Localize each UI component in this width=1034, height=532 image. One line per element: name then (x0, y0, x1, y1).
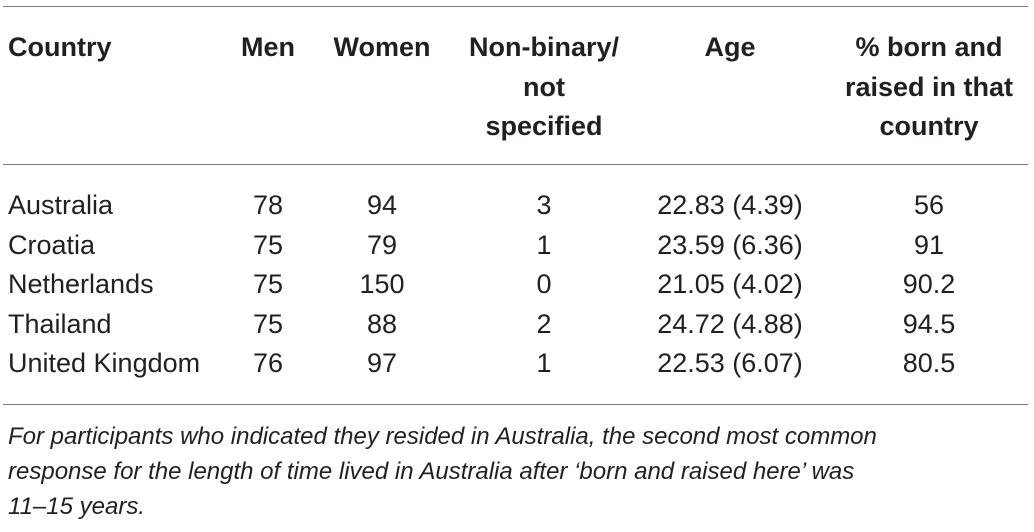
footnote-line-1: For participants who indicated they resi… (8, 423, 877, 450)
cell-men: 78 (252, 190, 284, 220)
cell-age: 22.83 (4.39) (657, 190, 803, 220)
cell-women: 97 (366, 348, 398, 378)
cell-age: 24.72 (4.88) (657, 308, 803, 339)
header-nonbinary-line-1: Non-binary/ (468, 32, 619, 62)
cell-women: 150 (359, 269, 405, 299)
cell-men: 75 (252, 229, 284, 260)
cell-country: Croatia (8, 229, 96, 260)
cell-country: Thailand (8, 308, 112, 339)
header-born-line-2: raised in that (844, 71, 1014, 102)
header-country: Country (8, 32, 112, 62)
cell-age: 21.05 (4.02) (657, 269, 803, 299)
header-nonbinary: Non-binary/ not specified (454, 28, 634, 147)
footnote-line-3: 11–15 years. (8, 493, 145, 520)
table-row: Netherlands 75 150 0 21.05 (4.02) 90.2 (0, 265, 1034, 305)
header-nonbinary-line-3: specified (485, 111, 603, 141)
table-row: Thailand 75 88 2 24.72 (4.88) 94.5 (0, 305, 1034, 345)
cell-nonbinary: 2 (536, 308, 552, 339)
header-nonbinary-line-2: not (523, 71, 565, 102)
header-age: Age (704, 32, 756, 62)
cell-nonbinary: 0 (536, 269, 552, 299)
cell-born: 91 (913, 229, 945, 260)
cell-country: Netherlands (8, 269, 154, 299)
cell-nonbinary: 1 (536, 348, 552, 378)
cell-women: 79 (366, 229, 398, 260)
table-row: Croatia 75 79 1 23.59 (6.36) 91 (0, 226, 1034, 266)
header-men: Men (241, 32, 295, 62)
header-born-line-1: % born and (855, 32, 1003, 62)
cell-country: United Kingdom (8, 348, 201, 378)
cell-men: 75 (252, 269, 284, 299)
table-row: Australia 78 94 3 22.83 (4.39) 56 (0, 186, 1034, 226)
cell-born: 56 (913, 190, 945, 220)
table-header-rule (3, 164, 1028, 165)
footnote-line-2: response for the length of time lived in… (8, 458, 855, 485)
cell-country: Australia (8, 190, 114, 220)
table-row: United Kingdom 76 97 1 22.53 (6.07) 80.5 (0, 344, 1034, 384)
table-body: Australia 78 94 3 22.83 (4.39) 56 Croati… (0, 186, 1034, 384)
cell-born: 90.2 (902, 269, 956, 299)
table-footnote: For participants who indicated they resi… (8, 419, 1018, 524)
cell-born: 94.5 (902, 308, 956, 339)
cell-born: 80.5 (902, 348, 956, 378)
cell-nonbinary: 3 (536, 190, 552, 220)
cell-nonbinary: 1 (536, 229, 552, 260)
cell-women: 88 (366, 308, 398, 339)
header-born-raised: % born and raised in that country (830, 28, 1028, 147)
cell-age: 23.59 (6.36) (657, 229, 803, 260)
cell-men: 75 (252, 308, 284, 339)
cell-women: 94 (366, 190, 398, 220)
header-women: Women (333, 32, 431, 62)
header-born-line-3: country (879, 111, 979, 141)
cell-men: 76 (252, 348, 284, 378)
cell-age: 22.53 (6.07) (657, 348, 803, 378)
table-bottom-rule (3, 404, 1028, 405)
table-top-rule (3, 6, 1028, 7)
